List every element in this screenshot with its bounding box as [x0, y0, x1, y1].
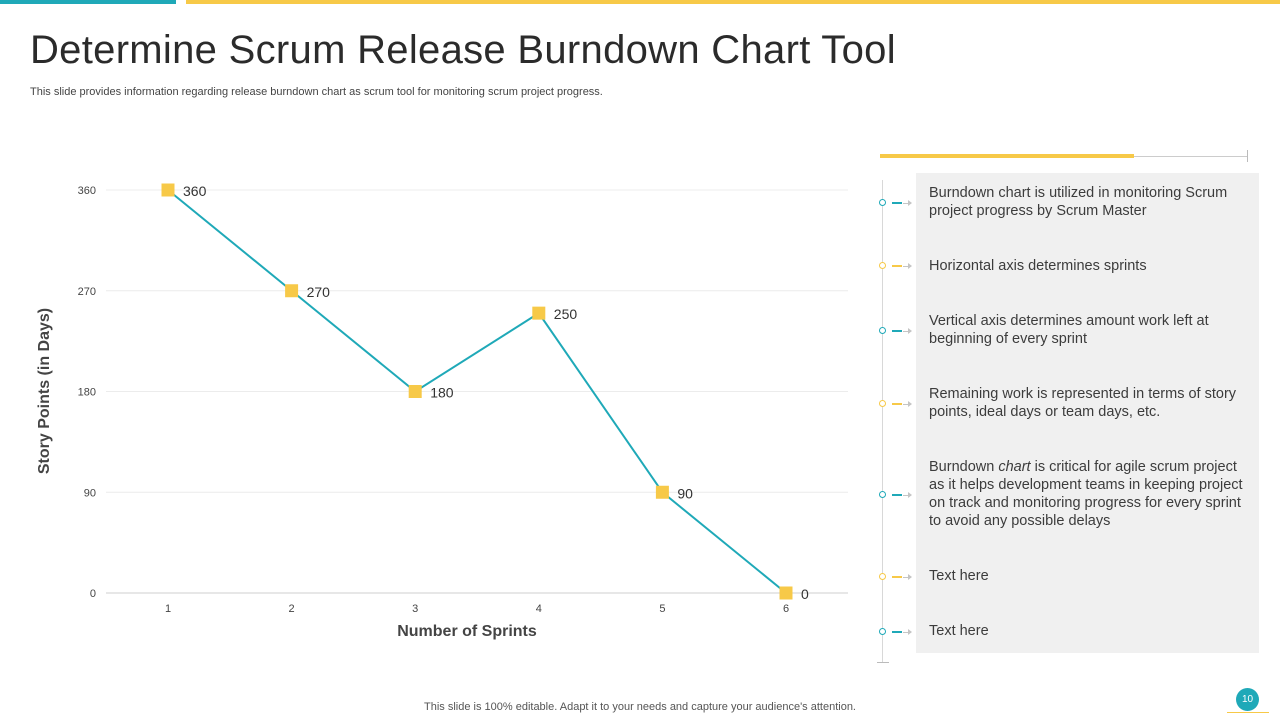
- timeline-marker-dash: [892, 330, 902, 332]
- data-label: 0: [801, 586, 809, 602]
- y-axis-title: Story Points (in Days): [36, 308, 53, 474]
- series-line: [167, 189, 787, 594]
- data-label: 90: [677, 485, 693, 501]
- x-tick-label: 2: [289, 603, 295, 615]
- x-tick-label: 1: [165, 603, 171, 615]
- top-accent-bar-teal: [0, 0, 176, 4]
- data-label: 180: [430, 385, 454, 401]
- x-tick-label: 3: [412, 603, 418, 615]
- info-item: Vertical axis determines amount work lef…: [929, 312, 1244, 348]
- info-item: Remaining work is represented in terms o…: [929, 385, 1244, 421]
- timeline-marker: [876, 259, 916, 273]
- data-point-marker: [161, 183, 175, 197]
- info-panel: [916, 173, 1259, 653]
- timeline-marker-dot: [879, 573, 886, 580]
- y-tick-label: 270: [78, 286, 96, 298]
- timeline-marker: [876, 196, 916, 210]
- data-label: 250: [554, 306, 578, 322]
- timeline-marker-arrow: [903, 401, 912, 407]
- data-point-marker: [779, 586, 793, 600]
- timeline-marker-arrow: [903, 492, 912, 498]
- timeline-marker-dash: [892, 403, 902, 405]
- panel-accent-line: [1134, 156, 1247, 157]
- data-point-marker: [285, 284, 299, 298]
- timeline-marker: [876, 570, 916, 584]
- slide-subtitle: This slide provides information regardin…: [30, 86, 603, 98]
- info-item: Burndown chart is utilized in monitoring…: [929, 184, 1244, 220]
- info-item: Text here: [929, 567, 1244, 585]
- footer-note: This slide is 100% editable. Adapt it to…: [424, 701, 856, 713]
- info-item-text: Vertical axis determines amount work lef…: [929, 313, 1209, 347]
- timeline-marker: [876, 488, 916, 502]
- y-tick-label: 90: [84, 487, 96, 499]
- timeline-marker-dot: [879, 400, 886, 407]
- y-tick-label: 0: [90, 588, 96, 600]
- info-item-text: Text here: [929, 568, 989, 584]
- info-item-text: Remaining work is represented in terms o…: [929, 386, 1237, 420]
- timeline-marker-arrow: [903, 629, 912, 635]
- data-point-marker: [655, 485, 669, 499]
- info-item-text: Burndown: [929, 459, 999, 475]
- data-label: 360: [183, 183, 207, 199]
- data-markers: [161, 183, 793, 600]
- x-axis-ticks: 1 2 3 4 5 6: [165, 603, 789, 615]
- timeline-marker-arrow: [903, 574, 912, 580]
- timeline-marker-arrow: [903, 200, 912, 206]
- y-axis-ticks: 0 90 180 270 360: [78, 185, 96, 600]
- timeline-marker-dash: [892, 494, 902, 496]
- timeline-marker-dot: [879, 199, 886, 206]
- info-item-text: Text here: [929, 623, 989, 639]
- page-number-underline: [1227, 712, 1269, 713]
- timeline-marker: [876, 625, 916, 639]
- timeline-marker-dot: [879, 262, 886, 269]
- chart-gridlines: [106, 189, 848, 493]
- timeline-marker-dot: [879, 628, 886, 635]
- data-labels: 360 270 180 250 90 0: [183, 183, 809, 602]
- panel-accent-end: [1247, 150, 1248, 162]
- timeline-marker: [876, 397, 916, 411]
- timeline-marker-dash: [892, 631, 902, 633]
- timeline-marker: [876, 324, 916, 338]
- timeline-marker-arrow: [903, 328, 912, 334]
- info-item-text-cont: is critical for agile scrum project as i…: [929, 459, 1243, 529]
- x-axis-title: Number of Sprints: [397, 623, 537, 640]
- y-tick-label: 360: [78, 185, 96, 197]
- timeline-marker-dash: [892, 265, 902, 267]
- slide-title: Determine Scrum Release Burndown Chart T…: [30, 28, 896, 72]
- info-item: Text here: [929, 622, 1244, 640]
- info-item-emphasis: chart: [998, 459, 1031, 475]
- x-tick-label: 4: [536, 603, 542, 615]
- timeline-marker-dash: [892, 576, 902, 578]
- data-point-marker: [532, 306, 546, 320]
- page-number: 10: [1236, 688, 1259, 711]
- info-item-text: Horizontal axis determines sprints: [929, 258, 1147, 274]
- timeline-marker-arrow: [903, 263, 912, 269]
- data-point-marker: [408, 385, 422, 398]
- info-item: Burndown chart is critical for agile scr…: [929, 458, 1244, 530]
- info-item-text: Burndown chart is utilized in monitoring…: [929, 185, 1228, 219]
- info-item: Horizontal axis determines sprints: [929, 257, 1244, 275]
- timeline-marker-dash: [892, 202, 902, 204]
- timeline-line: [882, 180, 883, 662]
- x-tick-label: 5: [659, 603, 665, 615]
- x-tick-label: 6: [783, 603, 789, 615]
- burndown-chart: 0 90 180 270 360 1 2 3 4 5 6 360 270 180 250 90 0 Numb…: [36, 183, 848, 640]
- timeline-marker-dot: [879, 491, 886, 498]
- data-label: 270: [307, 284, 331, 300]
- timeline-marker-dot: [879, 327, 886, 334]
- top-accent-bar-yellow: [186, 0, 1280, 4]
- panel-accent-bar: [880, 154, 1134, 158]
- y-tick-label: 180: [78, 387, 96, 399]
- timeline-end: [877, 662, 889, 663]
